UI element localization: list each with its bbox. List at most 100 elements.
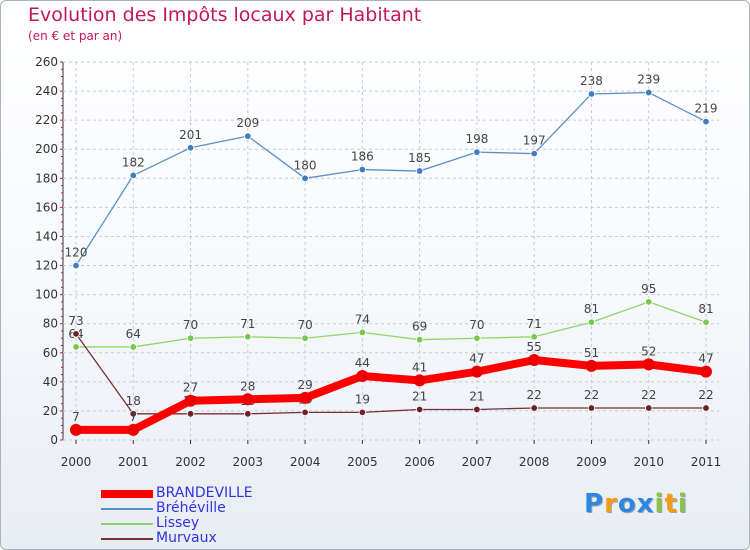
data-label: 22 — [698, 388, 713, 402]
series-line-bréhéville — [75, 91, 707, 267]
data-label: 209 — [236, 116, 259, 130]
y-tick-label: 100 — [35, 288, 58, 302]
data-label: 81 — [584, 302, 599, 316]
data-point — [358, 165, 367, 174]
proxiti-logo: Proxiti — [584, 489, 688, 519]
logo-letter: o — [617, 489, 637, 519]
data-point — [72, 330, 80, 338]
legend-item-brandeville: BRANDEVILLE — [101, 485, 301, 502]
x-tick-label: 2011 — [691, 455, 722, 469]
data-label: 41 — [412, 360, 427, 374]
data-label: 47 — [698, 352, 713, 366]
x-tick-label: 2000 — [61, 455, 92, 469]
data-point — [585, 359, 598, 372]
data-label: 81 — [698, 302, 713, 316]
data-label: 239 — [637, 73, 660, 87]
data-label: 180 — [294, 158, 317, 172]
data-label: 22 — [641, 388, 656, 402]
legend-label-brandeville: BRANDEVILLE — [156, 485, 253, 501]
data-point — [587, 318, 596, 326]
data-point — [587, 404, 596, 412]
data-point — [530, 149, 538, 158]
data-point — [645, 88, 653, 97]
data-label: 95 — [641, 282, 656, 296]
logo-letter: i — [654, 489, 665, 519]
data-point — [415, 167, 424, 175]
data-point — [642, 358, 655, 371]
legend-label-lissey: Lissey — [156, 515, 200, 531]
data-label: 186 — [351, 150, 374, 164]
x-tick-label: 2009 — [576, 455, 607, 469]
logo-letter: i — [677, 489, 688, 519]
y-tick-label: 20 — [43, 404, 58, 418]
y-tick-label: 180 — [35, 171, 58, 185]
y-tick-label: 260 — [35, 55, 58, 69]
data-point — [186, 144, 195, 152]
data-label: 47 — [469, 352, 484, 366]
data-point — [358, 408, 367, 417]
data-point — [470, 365, 483, 378]
data-label: 185 — [408, 151, 431, 165]
data-label: 238 — [580, 74, 603, 88]
data-label: 201 — [179, 128, 202, 142]
data-point — [186, 410, 195, 418]
y-tick-label: 140 — [35, 229, 58, 243]
data-point — [473, 148, 481, 156]
data-label: 44 — [355, 356, 370, 370]
data-label: 21 — [412, 389, 427, 403]
data-point — [70, 423, 82, 436]
legend: BRANDEVILLE Bréhéville Lissey Murvaux — [101, 485, 301, 547]
data-point — [244, 333, 252, 341]
data-point — [299, 391, 312, 404]
x-tick-label: 2005 — [347, 455, 378, 469]
data-point — [241, 393, 254, 406]
series-line-brandeville — [72, 356, 710, 434]
data-point — [700, 365, 712, 378]
data-label: 22 — [584, 388, 599, 402]
y-tick-label: 160 — [35, 200, 58, 214]
y-tick-label: 40 — [43, 375, 58, 389]
data-point — [184, 394, 197, 407]
data-point — [415, 405, 424, 414]
data-label: 27 — [183, 381, 198, 395]
logo-letter: P — [584, 489, 605, 519]
data-label: 64 — [126, 327, 141, 341]
data-point — [702, 117, 710, 126]
y-tick-label: 80 — [43, 317, 58, 331]
data-label: 120 — [65, 246, 88, 260]
data-point — [186, 334, 195, 342]
legend-swatch-brandeville — [101, 490, 153, 498]
data-label: 51 — [584, 346, 599, 360]
data-label: 18 — [126, 394, 141, 408]
data-point — [72, 343, 80, 351]
x-tick-label: 2003 — [233, 455, 264, 469]
data-point — [358, 328, 367, 337]
data-point — [587, 90, 596, 98]
data-label: 22 — [527, 388, 542, 402]
data-label: 55 — [527, 340, 542, 354]
x-tick-label: 2001 — [118, 455, 149, 469]
data-point — [645, 298, 653, 306]
data-label: 182 — [122, 155, 145, 169]
series-line-murvaux — [75, 333, 707, 415]
data-label: 71 — [240, 317, 255, 331]
data-label: 70 — [469, 318, 484, 332]
x-tick-label: 2008 — [519, 455, 550, 469]
x-tick-label: 2004 — [290, 455, 321, 469]
data-point — [301, 334, 309, 342]
data-point — [530, 333, 538, 341]
data-label: 19 — [355, 392, 370, 406]
chart-title: Evolution des Impôts locaux par Habitant — [28, 4, 422, 26]
x-tick-label: 2007 — [462, 455, 493, 469]
data-label: 74 — [355, 312, 370, 326]
legend-item-breheville: Bréhéville — [101, 500, 301, 517]
y-tick-label: 220 — [35, 113, 58, 127]
data-label: 70 — [183, 318, 198, 332]
legend-swatch-breheville — [101, 508, 153, 510]
data-label: 70 — [297, 318, 312, 332]
data-point — [244, 132, 252, 140]
data-point — [301, 408, 309, 417]
data-point — [129, 171, 137, 180]
data-label: 71 — [527, 317, 542, 331]
